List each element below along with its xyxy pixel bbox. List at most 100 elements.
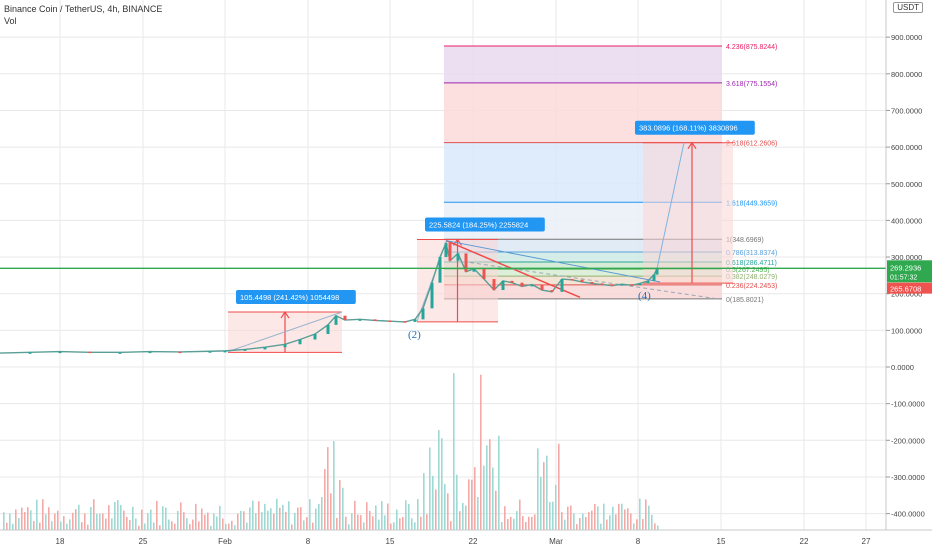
price-series (0, 240, 658, 354)
volume-bar (27, 507, 29, 530)
candle (343, 315, 347, 321)
volume-bar (297, 507, 299, 530)
y-tick-label: 200.0000 (891, 290, 922, 299)
volume-bar (273, 513, 275, 530)
volume-bar (369, 510, 371, 530)
volume-bar (207, 512, 209, 530)
impulse-line-1 (227, 311, 343, 353)
volume-bar (51, 521, 53, 530)
volume-bar (339, 479, 341, 530)
volume-bar (357, 514, 359, 530)
volume-bar (582, 513, 584, 530)
candle (263, 347, 267, 350)
candle (590, 281, 594, 284)
volume-bar (18, 518, 20, 530)
volume-bar (147, 513, 149, 530)
volume-bar (633, 523, 635, 530)
volume-bar (150, 509, 152, 530)
volume-bar (618, 503, 620, 530)
volume-bar (402, 517, 404, 530)
volume-bar (558, 443, 560, 530)
candle (58, 351, 62, 354)
volume-bar (348, 524, 350, 530)
volume-bar (15, 509, 17, 530)
volume-bar (507, 519, 509, 530)
volume-bar (438, 430, 440, 530)
volume-bar (630, 513, 632, 530)
volume-bar (606, 519, 608, 530)
volume-bar (216, 516, 218, 530)
volume-bar (144, 523, 146, 530)
volume-bar (312, 522, 314, 530)
volume-bar (327, 447, 329, 530)
volume-bar (624, 509, 626, 530)
candle (438, 257, 442, 283)
volume-bar (354, 500, 356, 530)
volume-bar (84, 513, 86, 530)
candle (540, 284, 544, 291)
fib-zone (444, 284, 722, 299)
fib-level-label: 0.786(313.8374) (726, 250, 777, 257)
volume-bar (591, 510, 593, 530)
volume-bar (657, 525, 659, 530)
volume-bar (615, 514, 617, 530)
volume-bar (300, 507, 302, 530)
y-tick-label: 800.0000 (891, 70, 922, 79)
x-tick-label: 27 (862, 537, 871, 546)
volume-bar (534, 514, 536, 530)
candle (652, 274, 656, 281)
candle (334, 315, 338, 325)
fib-level-label: 0.5(267.2495) (726, 267, 770, 274)
currency-badge[interactable]: USDT (893, 2, 923, 13)
volume-bar (519, 499, 521, 530)
volume-bar (75, 509, 77, 530)
x-tick-label: 15 (717, 537, 726, 546)
volume-bar (648, 505, 650, 530)
y-tick-label: -300.0000 (891, 473, 925, 482)
candle (403, 321, 407, 323)
x-tick-label: 22 (800, 537, 809, 546)
candle (421, 308, 425, 320)
volume-bar (525, 521, 527, 530)
candle (178, 351, 182, 354)
volume-bar (462, 502, 464, 530)
volume-bar (468, 479, 470, 530)
volume-bar (384, 515, 386, 530)
volume-bar (351, 513, 353, 530)
candle (610, 284, 614, 287)
volume-bar (600, 523, 602, 530)
volume-bar (390, 523, 392, 530)
price-countdown: 01:57:32 (890, 274, 917, 281)
fib-level-label: 0.236(224.2453) (726, 283, 777, 290)
volume-bar (342, 487, 344, 530)
measure-label-bg (236, 290, 356, 305)
volume-bar (333, 441, 335, 530)
candle (472, 268, 476, 272)
x-tick-label: 15 (386, 537, 395, 546)
fib-zone (444, 269, 722, 277)
y-tick-label: 700.0000 (891, 106, 922, 115)
volume-bar (258, 501, 260, 530)
candle (413, 319, 417, 322)
volume-bar (24, 512, 26, 530)
volume-bar (132, 506, 134, 530)
volume-bar (513, 518, 515, 530)
volume-bar (375, 505, 377, 530)
volume-bar (129, 519, 131, 530)
volume-bar (642, 519, 644, 530)
volume-bar (3, 512, 5, 530)
projection-line (656, 142, 685, 269)
candle (600, 283, 604, 285)
candle (326, 324, 330, 335)
measure-arrow-head (280, 310, 290, 319)
volume-bar (528, 516, 530, 530)
candle (492, 279, 496, 291)
volume-bar (255, 513, 257, 530)
volume-bar (267, 510, 269, 530)
candle (223, 350, 227, 353)
volume-bar (588, 512, 590, 530)
volume-bar (378, 519, 380, 530)
volume-bar (288, 501, 290, 530)
